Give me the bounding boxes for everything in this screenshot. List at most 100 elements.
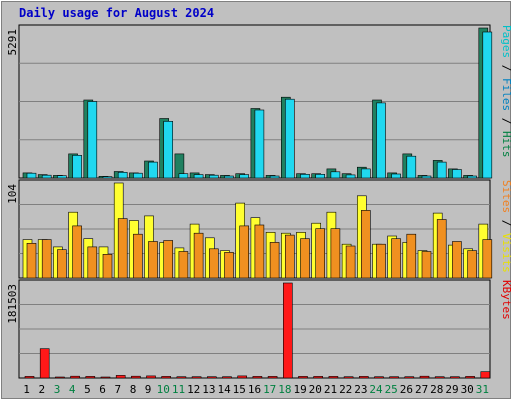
x-tick-label-day-31: 31 bbox=[476, 383, 489, 396]
bar-kbytes-day-24 bbox=[374, 376, 384, 379]
panel-hits-legend: Pages / Files / Hits bbox=[500, 25, 512, 158]
bar-files-day-10 bbox=[163, 121, 173, 179]
bar-kbytes-day-28 bbox=[434, 376, 445, 379]
x-tick-label-day-1: 1 bbox=[23, 383, 30, 396]
x-tick-label-day-6: 6 bbox=[99, 383, 106, 396]
bar-sites-day-30 bbox=[467, 250, 477, 279]
x-tick-label-day-9: 9 bbox=[145, 383, 152, 396]
x-tick-label-day-25: 25 bbox=[385, 383, 398, 396]
bar-sites-day-6 bbox=[102, 254, 113, 279]
x-tick-label-day-12: 12 bbox=[187, 383, 200, 396]
bar-kbytes-day-21 bbox=[328, 376, 339, 379]
x-tick-label-day-10: 10 bbox=[157, 383, 170, 396]
bar-files-day-21 bbox=[330, 171, 341, 179]
bar-sites-day-5 bbox=[87, 246, 98, 279]
bar-kbytes-day-13 bbox=[207, 376, 217, 379]
bar-files-day-4 bbox=[72, 155, 82, 179]
bar-sites-day-16 bbox=[254, 224, 265, 279]
bar-files-day-20 bbox=[315, 174, 326, 179]
legend-hits: Hits bbox=[500, 131, 512, 158]
bar-files-day-12 bbox=[193, 174, 204, 179]
x-tick-label-day-18: 18 bbox=[278, 383, 291, 396]
bar-sites-day-2 bbox=[41, 239, 52, 279]
bar-files-day-17 bbox=[269, 175, 280, 179]
legend-kbytes: KBytes bbox=[500, 280, 512, 320]
panel-kbytes-legend: KBytes bbox=[500, 280, 512, 320]
bar-files-day-13 bbox=[209, 174, 219, 179]
x-tick-label-day-28: 28 bbox=[430, 383, 443, 396]
x-tick-label-day-27: 27 bbox=[415, 383, 428, 396]
legend-/: / bbox=[500, 213, 512, 233]
bar-files-day-28 bbox=[436, 161, 447, 179]
bar-kbytes-day-6 bbox=[100, 376, 111, 379]
bar-kbytes-day-17 bbox=[267, 376, 278, 379]
bar-files-day-3 bbox=[57, 175, 67, 179]
bar-files-day-24 bbox=[376, 102, 386, 179]
x-tick-label-day-5: 5 bbox=[84, 383, 91, 396]
bar-sites-day-17 bbox=[269, 242, 280, 279]
bar-kbytes-day-14 bbox=[222, 376, 232, 379]
x-tick-label-day-22: 22 bbox=[339, 383, 352, 396]
legend-files: Files bbox=[500, 78, 512, 111]
x-tick-label-day-14: 14 bbox=[217, 383, 231, 396]
x-tick-label-day-11: 11 bbox=[172, 383, 185, 396]
bar-kbytes-day-31 bbox=[480, 371, 491, 379]
bar-files-day-30 bbox=[467, 175, 477, 179]
x-tick-label-day-2: 2 bbox=[38, 383, 45, 396]
x-tick-label-day-15: 15 bbox=[233, 383, 246, 396]
x-tick-label-day-20: 20 bbox=[309, 383, 322, 396]
x-tick-label-day-21: 21 bbox=[324, 383, 337, 396]
legend-/: / bbox=[500, 58, 512, 78]
bar-sites-day-8 bbox=[133, 233, 143, 279]
bar-kbytes-day-23 bbox=[358, 376, 369, 379]
x-tick-label-day-30: 30 bbox=[461, 383, 474, 396]
x-tick-label-day-16: 16 bbox=[248, 383, 261, 396]
bar-kbytes-day-7 bbox=[115, 375, 126, 379]
bar-kbytes-day-3 bbox=[55, 376, 65, 379]
x-tick-label-day-24: 24 bbox=[369, 383, 383, 396]
legend-/: / bbox=[500, 111, 512, 131]
x-tick-label-day-8: 8 bbox=[130, 383, 137, 396]
bar-sites-day-1 bbox=[26, 243, 37, 279]
bar-sites-day-20 bbox=[315, 228, 326, 279]
chart-title: Daily usage for August 2024 bbox=[19, 6, 214, 20]
bar-sites-day-27 bbox=[421, 251, 432, 279]
bar-files-day-18 bbox=[284, 98, 295, 179]
bar-sites-day-12 bbox=[193, 232, 204, 279]
bar-kbytes-day-29 bbox=[450, 376, 460, 379]
bar-files-day-15 bbox=[239, 174, 249, 179]
x-tick-label-day-17: 17 bbox=[263, 383, 276, 396]
x-tick-label-day-7: 7 bbox=[114, 383, 121, 396]
bar-sites-day-14 bbox=[224, 252, 234, 279]
bar-sites-day-26 bbox=[406, 233, 417, 279]
panel-visits-legend: Sites / Visits bbox=[500, 180, 512, 273]
bar-kbytes-day-20 bbox=[313, 376, 324, 379]
bar-kbytes-day-15 bbox=[237, 375, 247, 379]
bar-files-day-2 bbox=[41, 174, 52, 179]
bar-kbytes-day-10 bbox=[161, 376, 171, 379]
bar-sites-day-10 bbox=[163, 240, 173, 279]
bar-files-day-1 bbox=[26, 172, 37, 179]
bar-files-day-26 bbox=[406, 155, 417, 179]
legend-pages: Pages bbox=[500, 25, 512, 58]
x-tick-label-day-26: 26 bbox=[400, 383, 413, 396]
panel-visits-scale-label: 104 bbox=[6, 184, 19, 204]
bar-files-day-7 bbox=[117, 172, 128, 179]
bar-kbytes-day-8 bbox=[131, 375, 141, 379]
panel-kbytes-scale-label: 181503 bbox=[6, 284, 19, 324]
bar-files-day-6 bbox=[102, 176, 113, 179]
bar-sites-day-24 bbox=[376, 243, 386, 279]
bar-files-day-23 bbox=[360, 168, 371, 179]
bar-sites-day-18 bbox=[284, 234, 295, 279]
bar-sites-day-4 bbox=[72, 225, 82, 279]
x-axis-labels: 1 2 3 4 5 6 7 8 9 10 11 12 13 14 15 16 17 18 19 20 21 22 23 24 2… bbox=[23, 383, 489, 396]
bar-sites-day-19 bbox=[300, 238, 310, 279]
x-tick-label-day-19: 19 bbox=[293, 383, 306, 396]
bar-sites-day-7 bbox=[117, 218, 128, 279]
bar-sites-day-22 bbox=[345, 245, 356, 279]
bar-sites-day-9 bbox=[148, 241, 158, 279]
bar-files-day-25 bbox=[391, 173, 401, 179]
bar-kbytes-day-12 bbox=[191, 376, 202, 379]
